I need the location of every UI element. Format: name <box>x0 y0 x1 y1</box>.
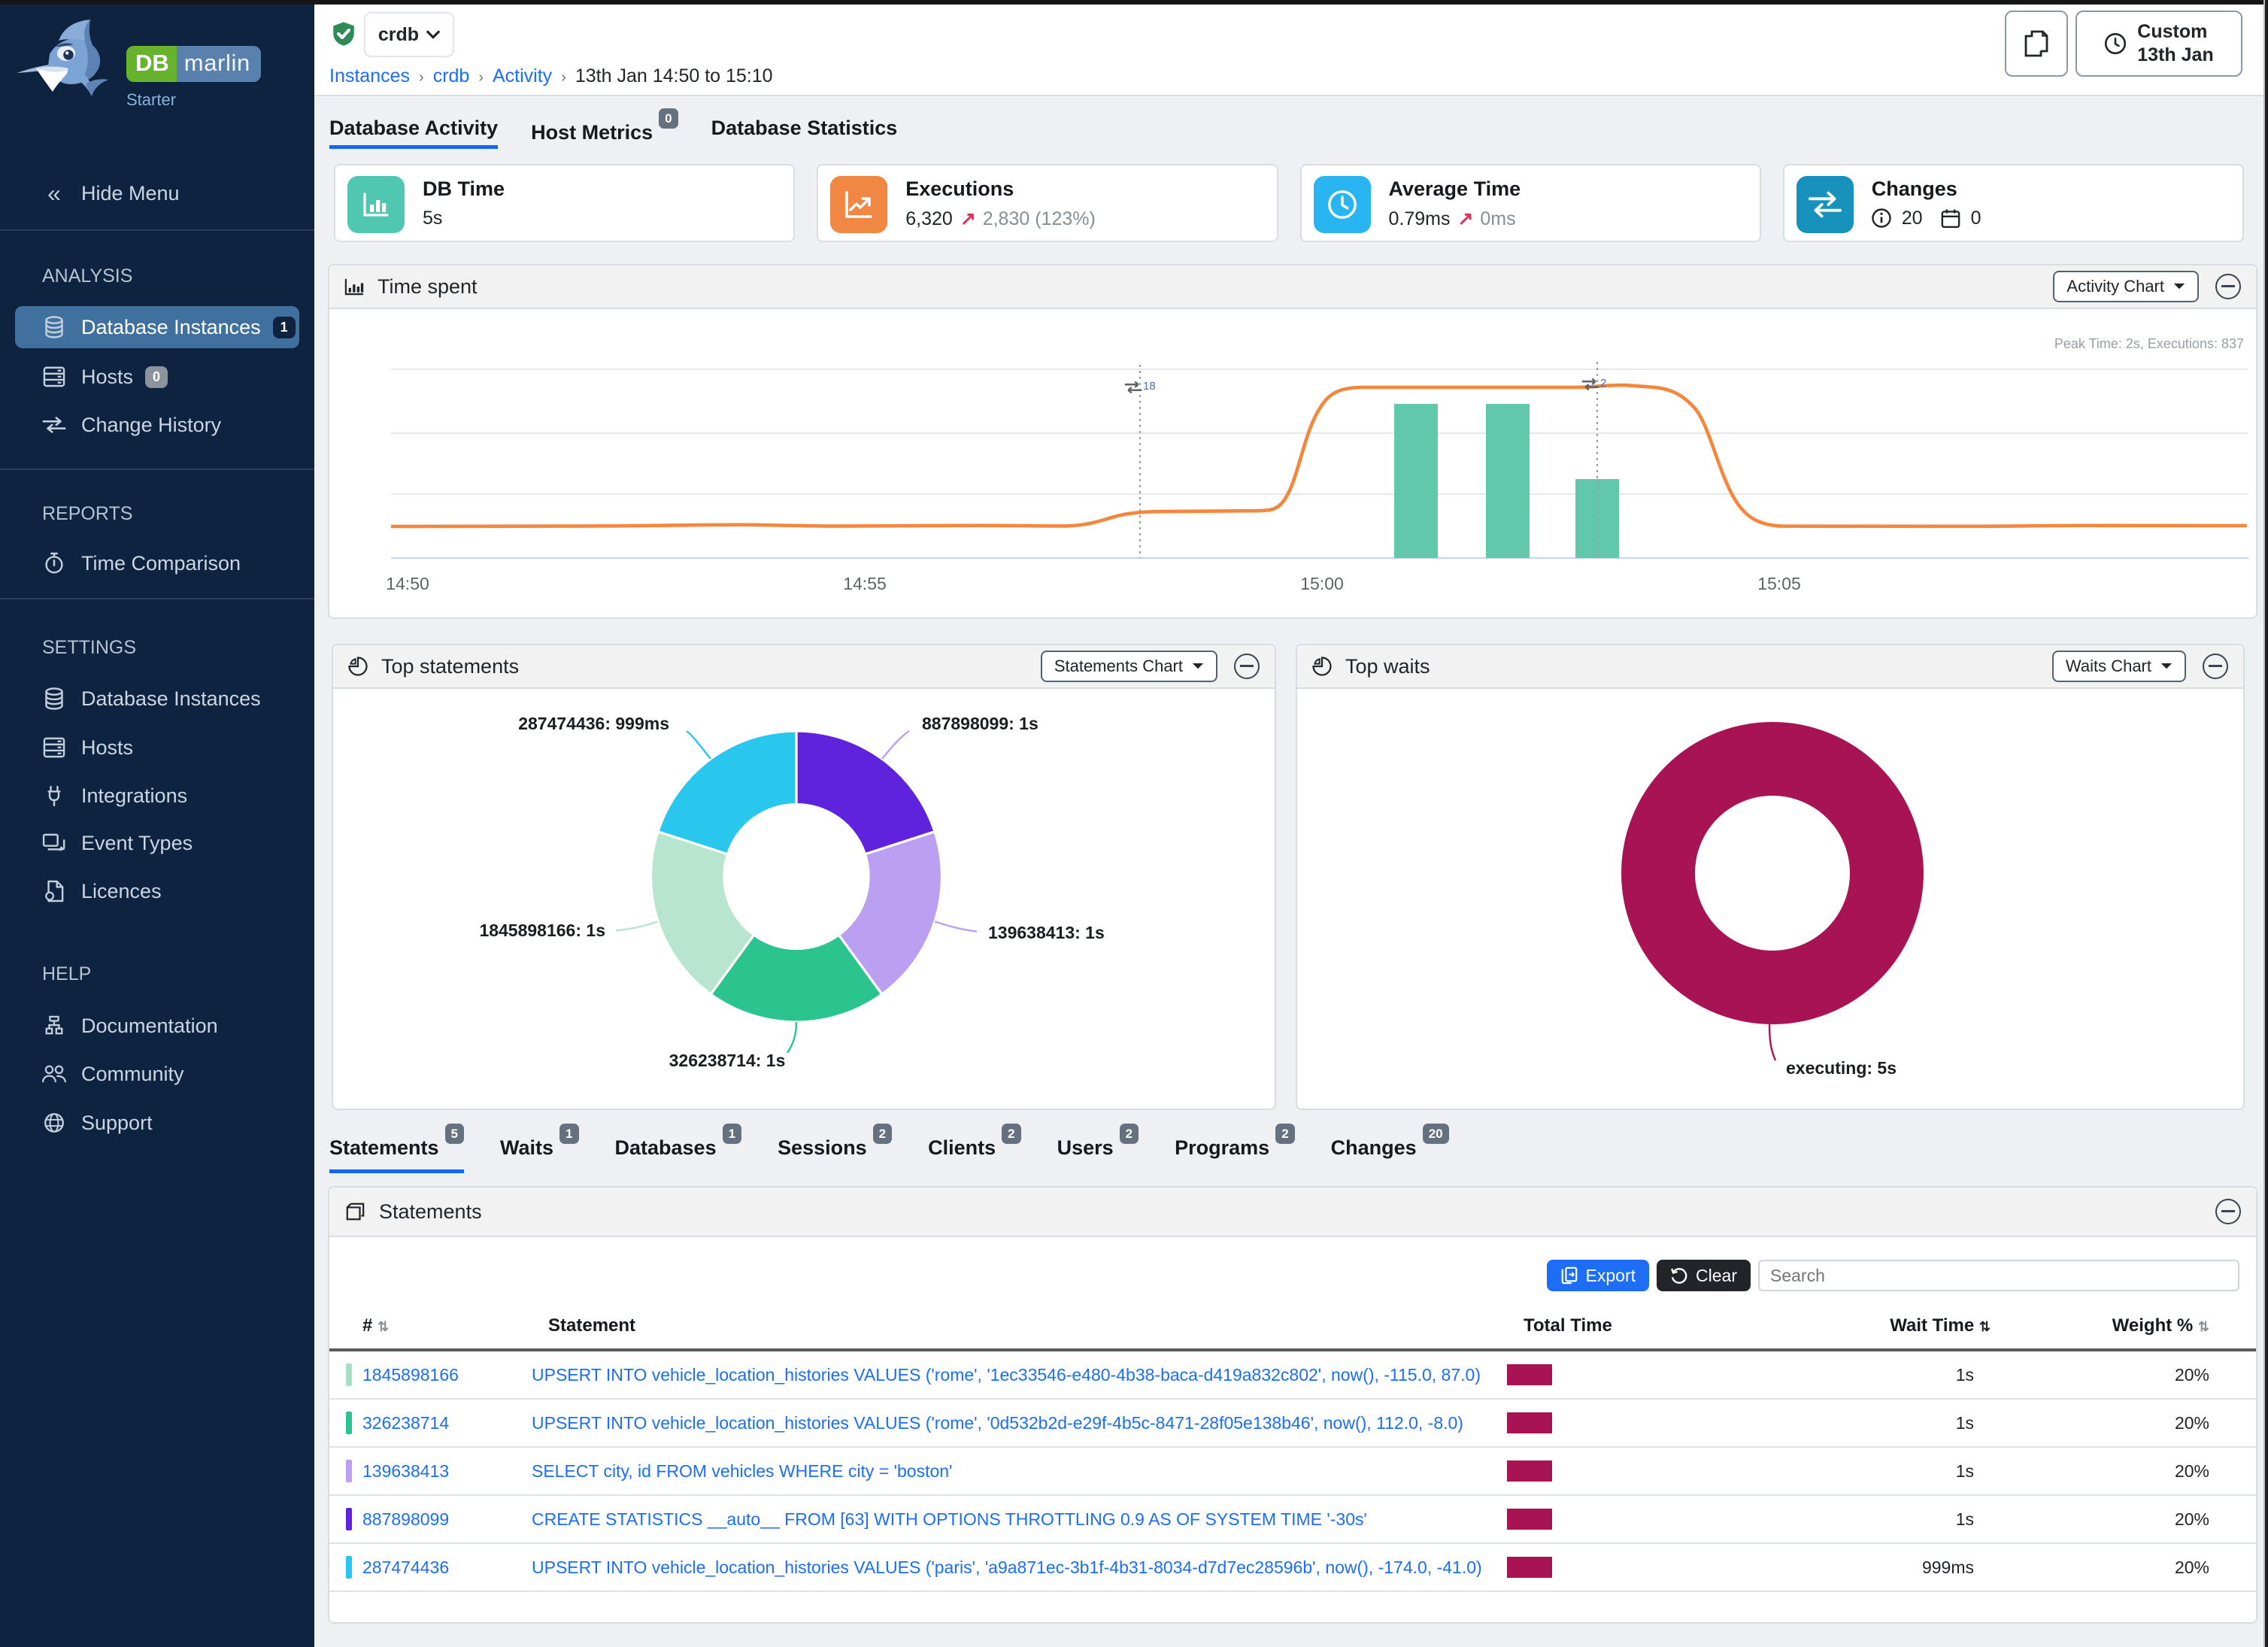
svg-text:287474436: 999ms: 287474436: 999ms <box>518 714 669 733</box>
svg-text:139638413: 1s: 139638413: 1s <box>988 923 1105 942</box>
svg-text:executing: 5s: executing: 5s <box>1786 1058 1897 1078</box>
svg-text:1845898166: 1s: 1845898166: 1s <box>479 921 605 940</box>
svg-text:887898099: 1s: 887898099: 1s <box>922 714 1038 733</box>
svg-text:326238714: 1s: 326238714: 1s <box>669 1051 786 1070</box>
